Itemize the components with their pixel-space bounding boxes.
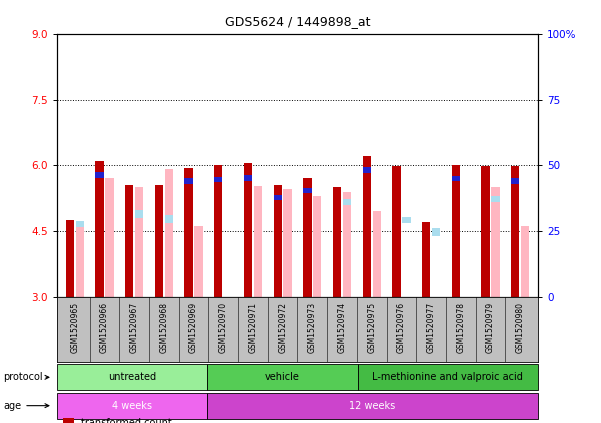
Bar xyxy=(273,195,282,200)
Bar xyxy=(185,168,193,297)
Bar xyxy=(362,157,371,297)
Bar xyxy=(195,226,203,297)
Text: GSM1520980: GSM1520980 xyxy=(516,302,525,353)
Text: age: age xyxy=(3,401,21,411)
Bar xyxy=(451,176,460,181)
Bar xyxy=(284,189,292,297)
Bar xyxy=(165,215,173,223)
FancyBboxPatch shape xyxy=(57,393,207,419)
Bar xyxy=(303,188,311,193)
Bar xyxy=(491,196,499,202)
Bar xyxy=(96,172,104,179)
Text: GSM1520978: GSM1520978 xyxy=(456,302,465,353)
Text: GSM1520970: GSM1520970 xyxy=(219,302,228,353)
Text: GDS5624 / 1449898_at: GDS5624 / 1449898_at xyxy=(225,15,370,28)
Bar xyxy=(422,222,430,297)
Bar xyxy=(521,225,529,297)
Bar xyxy=(273,185,282,297)
Bar xyxy=(76,221,84,297)
Text: GSM1520965: GSM1520965 xyxy=(70,302,79,353)
Text: GSM1520974: GSM1520974 xyxy=(338,302,347,353)
FancyBboxPatch shape xyxy=(57,364,207,390)
Bar xyxy=(313,196,322,297)
Bar xyxy=(333,187,341,297)
Bar xyxy=(373,211,381,297)
Text: L-methionine and valproic acid: L-methionine and valproic acid xyxy=(372,372,523,382)
Bar xyxy=(511,167,519,297)
Text: GSM1520966: GSM1520966 xyxy=(100,302,109,353)
Text: GSM1520967: GSM1520967 xyxy=(130,302,139,353)
Text: GSM1520977: GSM1520977 xyxy=(427,302,436,353)
Bar xyxy=(491,187,499,297)
Text: GSM1520972: GSM1520972 xyxy=(278,302,287,353)
Text: GSM1520979: GSM1520979 xyxy=(486,302,495,353)
Text: GSM1520973: GSM1520973 xyxy=(308,302,317,353)
Bar xyxy=(214,176,222,182)
Bar xyxy=(165,169,173,297)
Bar xyxy=(481,166,490,297)
FancyBboxPatch shape xyxy=(358,364,538,390)
Bar xyxy=(214,165,222,297)
Bar xyxy=(511,179,519,184)
Text: GSM1520968: GSM1520968 xyxy=(159,302,168,353)
Bar xyxy=(76,221,84,227)
Text: untreated: untreated xyxy=(108,372,156,382)
Bar xyxy=(135,210,144,218)
Text: 4 weeks: 4 weeks xyxy=(112,401,152,411)
Bar xyxy=(343,192,351,297)
Bar xyxy=(105,179,114,297)
Bar xyxy=(303,179,311,297)
Text: 12 weeks: 12 weeks xyxy=(350,401,395,411)
Bar xyxy=(392,167,400,297)
Text: protocol: protocol xyxy=(3,372,43,382)
FancyBboxPatch shape xyxy=(207,364,358,390)
Text: GSM1520976: GSM1520976 xyxy=(397,302,406,353)
Text: vehicle: vehicle xyxy=(265,372,300,382)
Bar xyxy=(185,179,193,184)
Text: GSM1520975: GSM1520975 xyxy=(367,302,376,353)
Bar xyxy=(135,187,144,297)
Bar xyxy=(244,175,252,181)
Bar xyxy=(125,185,133,297)
Bar xyxy=(432,228,440,236)
Bar xyxy=(362,167,371,173)
Bar xyxy=(254,186,262,297)
FancyBboxPatch shape xyxy=(207,393,538,419)
Bar xyxy=(244,163,252,297)
Bar xyxy=(343,199,351,206)
Text: GSM1520969: GSM1520969 xyxy=(189,302,198,353)
Bar xyxy=(402,217,410,223)
Text: GSM1520971: GSM1520971 xyxy=(248,302,257,353)
Bar xyxy=(155,185,163,297)
Text: transformed count: transformed count xyxy=(81,418,172,423)
Bar xyxy=(66,220,74,297)
Bar xyxy=(96,161,104,297)
Bar xyxy=(451,165,460,297)
